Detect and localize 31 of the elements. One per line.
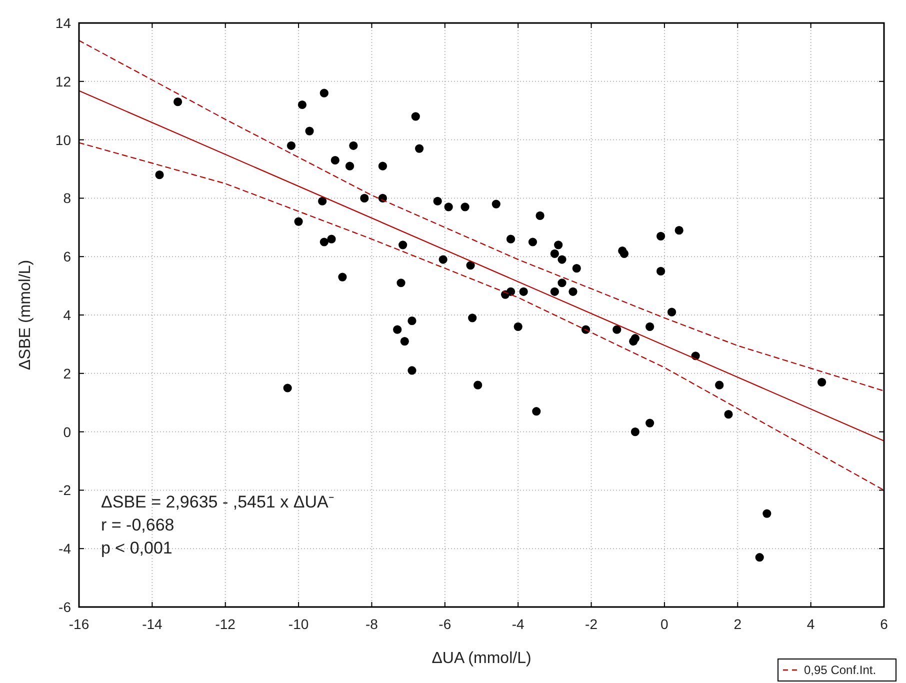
x-axis-title: ΔUA (mmol/L) <box>432 650 532 667</box>
x-tick-label: -8 <box>366 616 378 632</box>
x-tick-label: 2 <box>734 616 742 632</box>
y-tick-label: -2 <box>58 482 72 498</box>
annotation: ΔSBE = 2,9635 - ,5451 x ΔUA⁻ <box>101 492 334 512</box>
y-tick-label: 0 <box>63 424 72 440</box>
line-series <box>78 40 885 392</box>
annotation: r = -0,668 <box>101 516 174 535</box>
y-tick-label: 14 <box>55 15 72 31</box>
line-series <box>78 142 885 491</box>
y-tick-label: 4 <box>63 307 72 323</box>
x-tick-label: -12 <box>215 616 236 632</box>
x-tick-label: -6 <box>438 616 452 632</box>
y-tick-label: 2 <box>63 365 72 382</box>
y-axis-title: ΔSBE (mmol/L) <box>17 260 34 370</box>
y-tick-label: 6 <box>63 248 72 265</box>
y-tick-label: -4 <box>58 540 72 557</box>
y-tick-label: -6 <box>58 599 72 615</box>
x-tick-label: 4 <box>806 616 815 632</box>
legend-label: 0,95 Conf.Int. <box>804 663 876 677</box>
x-tick-label: -14 <box>142 616 163 632</box>
x-tick-label: -16 <box>68 616 90 632</box>
x-tick-label: -2 <box>585 616 598 632</box>
x-tick-label: -4 <box>512 616 525 632</box>
x-tick-label: 0 <box>660 616 669 632</box>
y-tick-label: 12 <box>55 73 72 90</box>
annotation: p < 0,001 <box>101 538 172 558</box>
x-tick-label: -10 <box>288 616 309 632</box>
y-tick-label: 10 <box>55 132 72 148</box>
y-tick-label: 8 <box>63 190 72 206</box>
x-tick-label: 6 <box>880 616 888 632</box>
